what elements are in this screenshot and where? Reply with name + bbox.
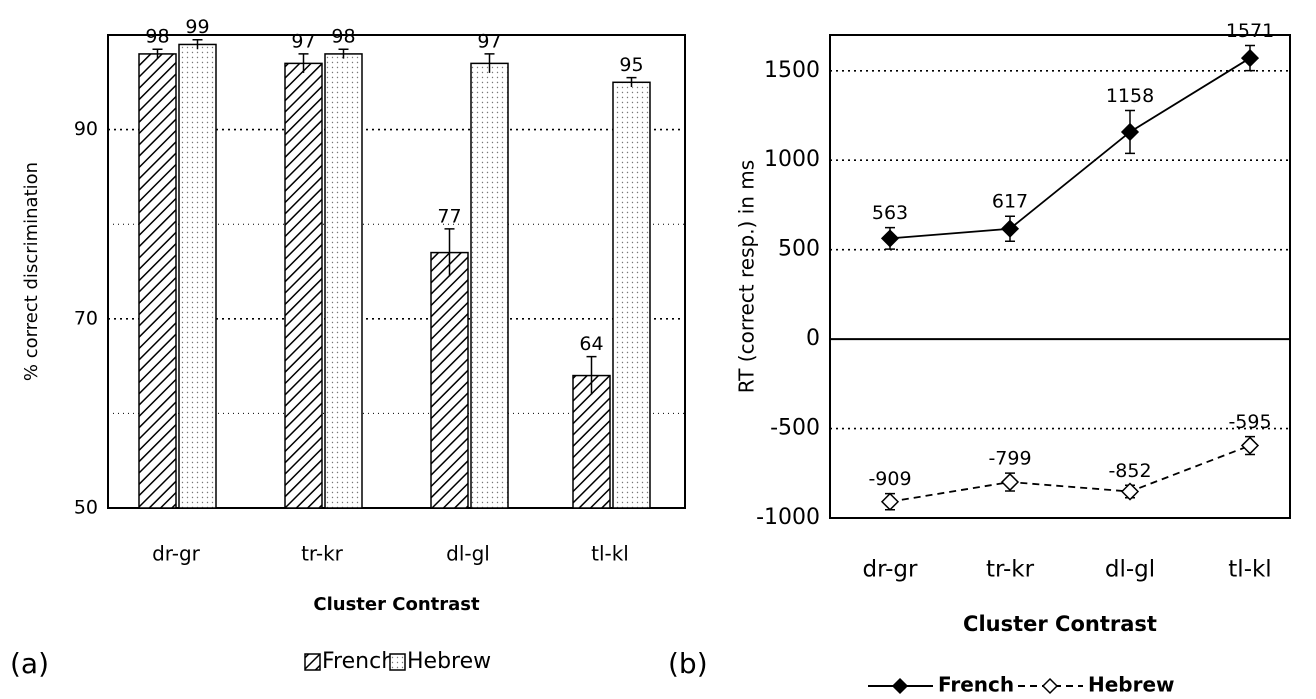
bar (470, 62, 509, 509)
data-label: 617 (992, 191, 1028, 213)
data-label: 97 (291, 30, 315, 52)
error-bar (192, 38, 203, 50)
x-axis-label: Cluster Contrast (963, 612, 1157, 636)
error-bar (152, 48, 163, 59)
panel-label: (b) (668, 647, 708, 680)
data-label: 99 (185, 16, 209, 38)
legend-marker (1041, 677, 1059, 695)
x-tick-label: dl-gl (446, 542, 490, 566)
data-label: -909 (868, 468, 911, 490)
bar (178, 43, 217, 509)
x-axis-label: Cluster Contrast (313, 594, 480, 615)
data-label: 77 (437, 205, 461, 227)
plot-frame (107, 34, 686, 509)
marker (1000, 472, 1020, 492)
error-bar (626, 76, 637, 88)
x-tick-label: dl-gl (1105, 557, 1155, 583)
legend-marker (891, 677, 909, 695)
x-tick-label: tl-kl (1228, 557, 1271, 583)
y-tick-label: 1000 (764, 147, 820, 172)
x-tick-label: tr-kr (986, 557, 1035, 583)
line (889, 57, 1251, 240)
y-tick-label: -500 (770, 416, 820, 441)
data-label: -852 (1108, 460, 1151, 482)
bar (430, 251, 469, 509)
y-tick-label: 50 (74, 497, 98, 519)
data-label: 64 (579, 333, 603, 355)
bar (612, 81, 651, 509)
marker (1120, 122, 1140, 142)
data-label: 98 (145, 26, 169, 48)
y-tick-label: 70 (74, 307, 98, 329)
marker (880, 229, 900, 248)
legend-label: French (938, 673, 1014, 697)
marker (880, 492, 900, 511)
plot-frame (829, 34, 1291, 519)
legend-label: Hebrew (407, 649, 491, 674)
error-bar (338, 48, 349, 59)
y-tick-label: 1500 (764, 58, 820, 83)
marker (1240, 436, 1260, 455)
y-tick-label: 0 (806, 326, 820, 351)
y-tick-label: 500 (778, 237, 820, 262)
legend-label: French (322, 649, 395, 674)
x-tick-label: tl-kl (591, 542, 629, 566)
bar (572, 374, 611, 509)
x-tick-label: dr-gr (863, 557, 918, 583)
y-axis-label: % correct discrimination (21, 162, 42, 381)
data-label: 1571 (1226, 20, 1274, 42)
y-axis-label: RT (correct resp.) in ms (735, 160, 759, 393)
x-tick-label: tr-kr (301, 542, 344, 566)
legend-label: Hebrew (1088, 673, 1175, 697)
marker (1000, 219, 1020, 238)
error-bar (484, 53, 495, 73)
data-label: 97 (477, 30, 501, 52)
marker (1120, 482, 1140, 501)
data-label: 563 (872, 202, 908, 224)
data-label: 1158 (1106, 85, 1154, 107)
legend-swatch (389, 653, 406, 671)
x-tick-label: dr-gr (152, 542, 201, 566)
legend-swatch (304, 653, 321, 671)
bar (284, 62, 323, 509)
data-label: -595 (1228, 411, 1271, 433)
data-label: 98 (331, 26, 355, 48)
bar (324, 53, 363, 509)
data-label: 95 (619, 54, 643, 76)
error-bar (298, 53, 309, 73)
panel-label: (a) (10, 647, 49, 680)
error-bar (444, 228, 455, 277)
error-bar (586, 355, 597, 395)
line (889, 444, 1251, 503)
marker (1240, 49, 1260, 68)
y-tick-label: 90 (74, 118, 98, 140)
y-tick-label: -1000 (756, 505, 820, 530)
data-label: -799 (988, 448, 1031, 470)
bar (138, 53, 177, 509)
